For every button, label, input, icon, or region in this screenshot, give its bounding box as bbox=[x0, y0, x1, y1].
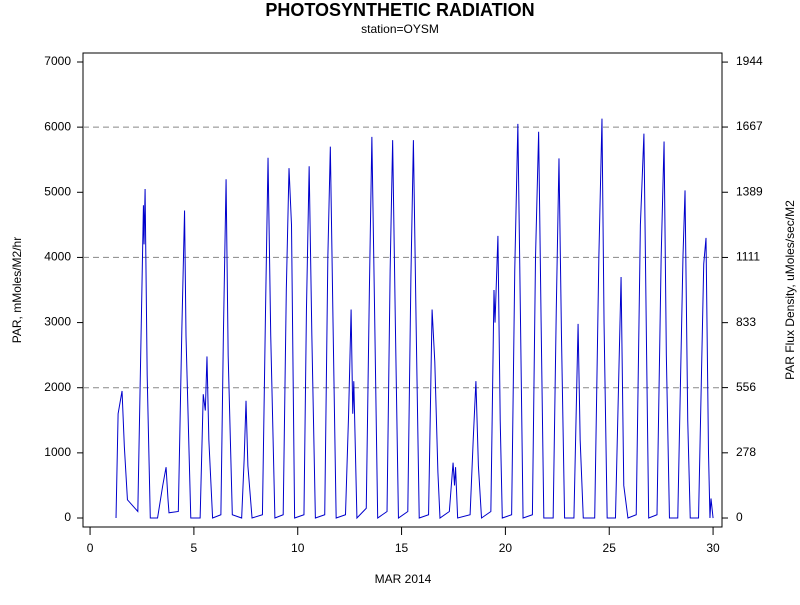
y2-tick-label: 1389 bbox=[736, 184, 763, 198]
x-tick-label: 15 bbox=[395, 541, 409, 555]
y-axis-label: PAR, mMoles/M2/hr bbox=[10, 237, 24, 343]
x-tick-label: 30 bbox=[706, 541, 720, 555]
x-axis-label: MAR 2014 bbox=[375, 572, 432, 586]
y2-tick-label: 1111 bbox=[736, 250, 760, 264]
y-tick-label: 4000 bbox=[44, 250, 71, 264]
x-tick-label: 0 bbox=[87, 541, 94, 555]
chart-title: PHOTOSYNTHETIC RADIATION bbox=[265, 0, 534, 20]
y-tick-label: 3000 bbox=[44, 315, 71, 329]
y-tick-label: 6000 bbox=[44, 119, 71, 133]
x-tick-label: 25 bbox=[603, 541, 617, 555]
y2-tick-label: 556 bbox=[736, 380, 756, 394]
y2-tick-label: 833 bbox=[736, 315, 756, 329]
data-line bbox=[115, 118, 714, 520]
y2-tick-label: 1667 bbox=[736, 119, 763, 133]
plot-frame bbox=[82, 52, 723, 528]
x-tick-label: 20 bbox=[499, 541, 513, 555]
chart-subtitle: station=OYSM bbox=[361, 22, 439, 36]
y-tick-label: 2000 bbox=[44, 380, 71, 394]
y-tick-label: 0 bbox=[64, 510, 71, 524]
y2-tick-label: 278 bbox=[736, 445, 756, 459]
y-tick-label: 1000 bbox=[44, 445, 71, 459]
y2-tick-label: 1944 bbox=[736, 54, 763, 68]
y-tick-label: 5000 bbox=[44, 184, 71, 198]
y-tick-label: 7000 bbox=[44, 54, 71, 68]
y2-tick-label: 0 bbox=[736, 510, 743, 524]
x-tick-label: 10 bbox=[291, 541, 305, 555]
y2-axis-label: PAR Flux Density, uMoles/sec/M2 bbox=[783, 200, 797, 380]
x-tick-label: 5 bbox=[191, 541, 198, 555]
